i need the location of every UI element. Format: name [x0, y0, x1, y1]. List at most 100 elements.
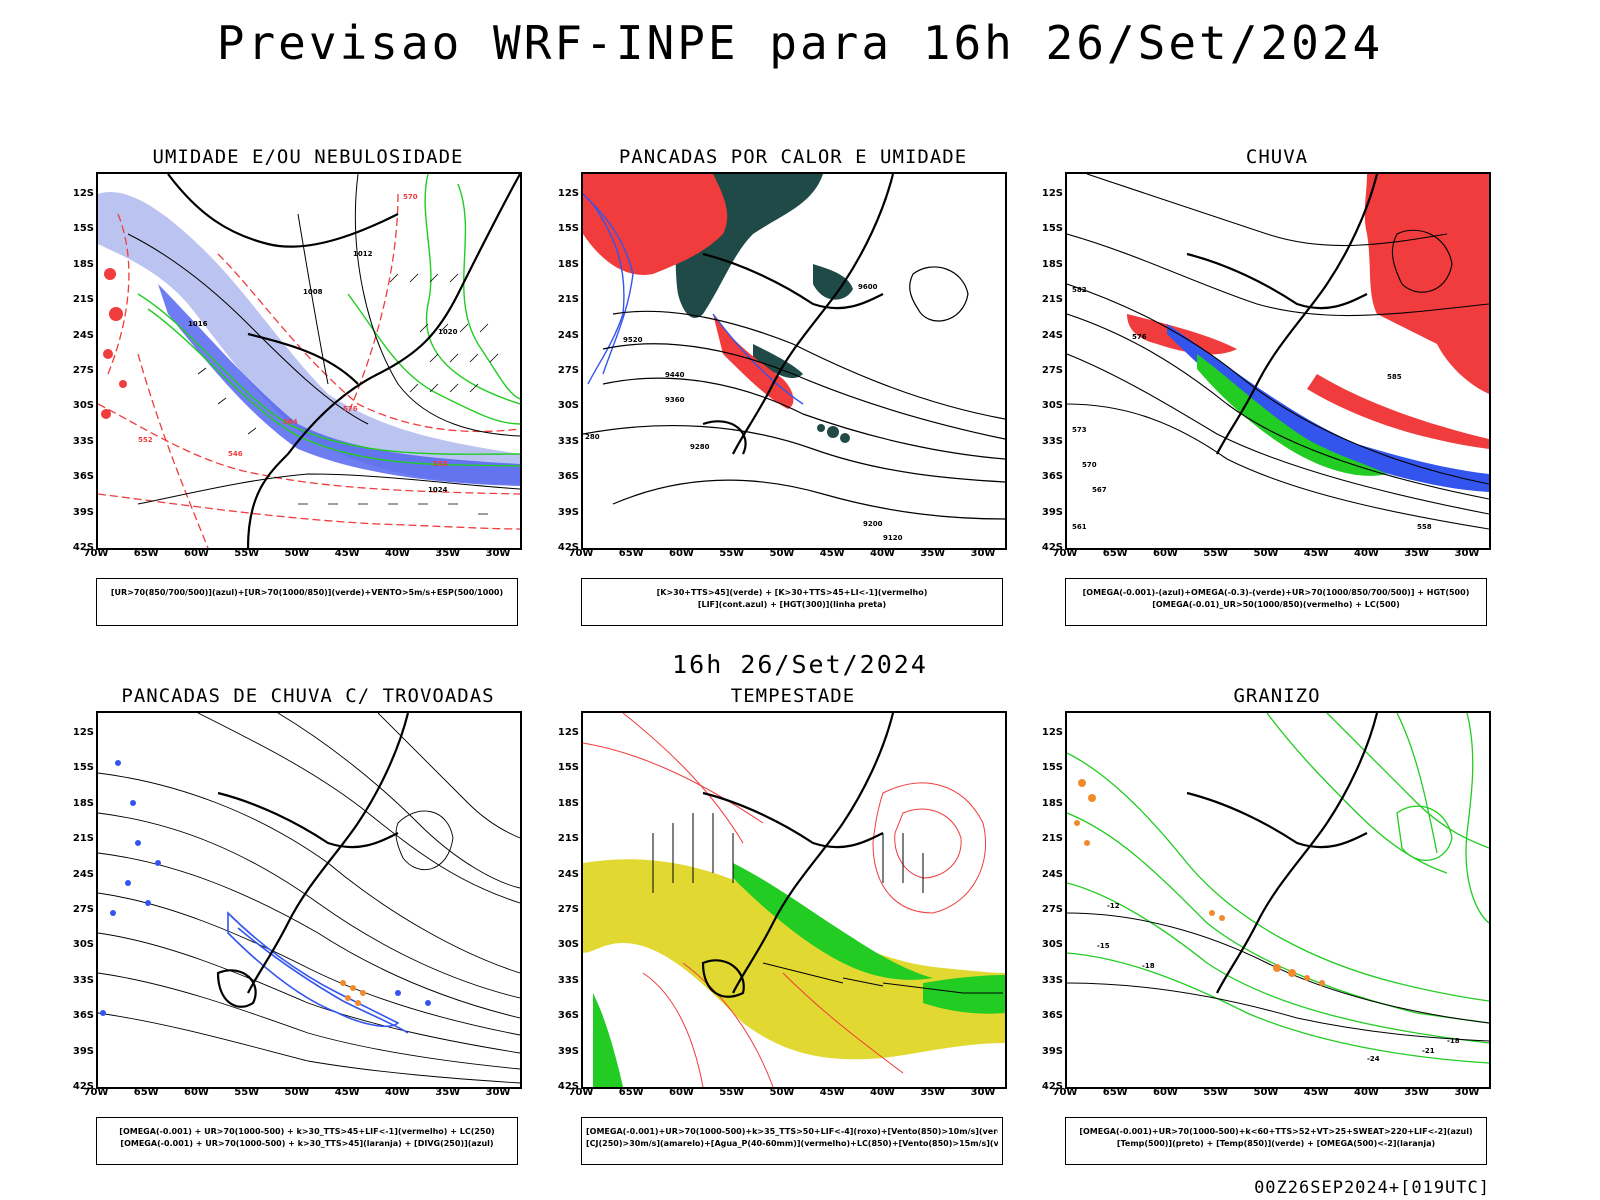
- lon-tick-label: 45W: [334, 1087, 360, 1098]
- panel-legend: [K>30+TTS>45](verde) + [K>30+TTS>45+LI<-…: [581, 578, 1003, 626]
- black-wind-vectors: [652, 813, 1003, 994]
- lon-tick-label: 70W: [568, 548, 594, 559]
- lat-tick-label: 24S: [72, 868, 94, 880]
- lat-tick-label: 36S: [1041, 471, 1063, 483]
- lat-tick-label: 24S: [1041, 329, 1063, 341]
- lat-tick-label: 12S: [1041, 727, 1063, 738]
- lon-tick-label: 30W: [970, 548, 996, 559]
- blue-omega-areas: [1167, 324, 1489, 492]
- lon-tick-label: 35W: [435, 1087, 461, 1098]
- lon-tick-label: 65W: [133, 548, 159, 559]
- lat-tick-label: 21S: [1041, 833, 1063, 845]
- lat-tick-label: 24S: [557, 868, 579, 880]
- lat-tick-label: 36S: [72, 471, 94, 483]
- lat-tick-label: 42S: [1041, 1081, 1063, 1092]
- lat-tick-label: 39S: [1041, 1045, 1063, 1057]
- lat-tick-label: 15S: [72, 223, 94, 235]
- lon-tick-label: 40W: [870, 548, 895, 559]
- map-chuva[interactable]: 582 576 573 570 567 561 558 585: [1065, 172, 1491, 550]
- temp-label-minus24: -24: [1367, 1055, 1380, 1063]
- blue-divergence-dots: [100, 760, 431, 1016]
- lon-tick-label: 45W: [1303, 1087, 1329, 1098]
- legend-line: [CJ(250)>30m/s](amarelo)+[Agua_P(40-60mm…: [586, 1139, 998, 1148]
- map-trovoadas[interactable]: [96, 711, 522, 1089]
- lon-tick-label: 35W: [1404, 1087, 1430, 1098]
- orange-omega-areas: [1074, 779, 1325, 986]
- temp-label-minus15: -15: [1097, 942, 1110, 950]
- lat-tick-label: 24S: [72, 329, 94, 341]
- lon-tick-label: 60W: [1153, 1087, 1178, 1098]
- lon-tick-label: 35W: [920, 548, 946, 559]
- lon-tick-label: 55W: [1203, 1087, 1229, 1098]
- panel-title: TEMPESTADE: [730, 685, 856, 707]
- lon-tick-label: 35W: [435, 548, 461, 559]
- height-label-9360: 9360: [665, 396, 685, 404]
- lat-tick-label: 30S: [72, 400, 94, 412]
- lon-tick-label: 30W: [1454, 548, 1480, 559]
- lon-tick-label: 45W: [1303, 548, 1329, 559]
- panel-legend: [UR>70(850/700/500)](azul)+[UR>70(1000/8…: [96, 578, 518, 626]
- lat-tick-label: 36S: [557, 1010, 579, 1022]
- lon-tick-label: 45W: [819, 548, 845, 559]
- coastline: [701, 713, 895, 998]
- lat-tick-label: 18S: [72, 258, 94, 270]
- panel-chuva: CHUVA 12S 15S 18S 21S 24S 27S 30S 33S 36S 39S 42S …: [1037, 146, 1517, 626]
- geopotential-label-561: 561: [1072, 523, 1087, 531]
- lat-tick-label: 36S: [72, 1010, 94, 1022]
- lat-tick-label: 27S: [72, 904, 94, 915]
- lon-tick-label: 50W: [1253, 548, 1279, 559]
- legend-line: [OMEGA(-0.01)_UR>50(1000/850)(vermelho) …: [1152, 600, 1400, 609]
- red-thickness-contours: [98, 193, 520, 548]
- map-granizo[interactable]: -15 -18 -21 -24 -12 -18: [1065, 711, 1491, 1089]
- map-tempestade[interactable]: [581, 711, 1007, 1089]
- height-label-280: 280: [585, 433, 600, 441]
- lon-tick-label: 60W: [184, 548, 209, 559]
- lon-tick-label: 50W: [284, 1087, 310, 1098]
- height-label-9600: 9600: [858, 283, 878, 291]
- lat-tick-label: 12S: [72, 188, 94, 199]
- map-umidade[interactable]: 1008 1012 1016 1020 1024 570 576 564 552…: [96, 172, 522, 550]
- lon-tick-label: 30W: [485, 1087, 511, 1098]
- green-wind-850: [593, 863, 1005, 1087]
- lat-tick-label: 15S: [1041, 762, 1063, 774]
- panel-legend: [OMEGA(-0.001)+UR>70(1000-500)+k<60+TTS>…: [1065, 1117, 1487, 1165]
- geopotential-label-558: 558: [1417, 523, 1432, 531]
- lon-tick-label: 40W: [870, 1087, 895, 1098]
- lon-tick-label: 60W: [1153, 548, 1178, 559]
- lat-tick-label: 15S: [1041, 223, 1063, 235]
- lat-tick-label: 18S: [557, 797, 579, 809]
- temp-label-minus12: -12: [1107, 902, 1120, 910]
- lon-tick-label: 55W: [719, 548, 745, 559]
- lon-tick-label: 55W: [234, 1087, 260, 1098]
- thickness-label-570: 570: [403, 193, 418, 201]
- coastline: [1186, 174, 1379, 455]
- geopotential-label-585: 585: [1387, 373, 1402, 381]
- lon-tick-label: 70W: [83, 1087, 109, 1098]
- lon-tick-label: 65W: [618, 548, 644, 559]
- lat-tick-label: 42S: [557, 1081, 579, 1092]
- lat-tick-label: 21S: [72, 833, 94, 845]
- blue-lifted-index-contours: [583, 193, 804, 405]
- pressure-label-1020: 1020: [438, 328, 458, 336]
- legend-line: [OMEGA(-0.001)+UR>70(1000-500)+k>35_TTS>…: [586, 1127, 998, 1136]
- pressure-label-1008: 1008: [303, 288, 323, 296]
- panel-legend: [OMEGA(-0.001) + UR>70(1000-500) + k>30_…: [96, 1117, 518, 1165]
- lon-tick-label: 65W: [618, 1087, 644, 1098]
- geopotential-label-567: 567: [1092, 486, 1107, 494]
- lat-tick-label: 24S: [1041, 868, 1063, 880]
- red-pw-contours: [583, 713, 987, 1087]
- lon-tick-label: 65W: [133, 1087, 159, 1098]
- lat-tick-label: 27S: [557, 365, 579, 376]
- lat-tick-label: 24S: [557, 329, 579, 341]
- height-label-9440: 9440: [665, 371, 685, 379]
- pressure-label-1012: 1012: [353, 250, 373, 258]
- lat-tick-label: 30S: [557, 400, 579, 412]
- geopotential-label-573: 573: [1072, 426, 1087, 434]
- lat-tick-label: 33S: [72, 974, 94, 986]
- panel-title: GRANIZO: [1233, 685, 1321, 707]
- map-pancadas-calor[interactable]: 9600 9520 9440 9360 9280 9200 9120 280: [581, 172, 1007, 550]
- lat-tick-label: 33S: [1041, 974, 1063, 986]
- panel-title: UMIDADE E/OU NEBULOSIDADE: [152, 146, 464, 168]
- middle-title: 16h 26/Set/2024: [672, 650, 928, 679]
- lon-tick-label: 35W: [1404, 548, 1430, 559]
